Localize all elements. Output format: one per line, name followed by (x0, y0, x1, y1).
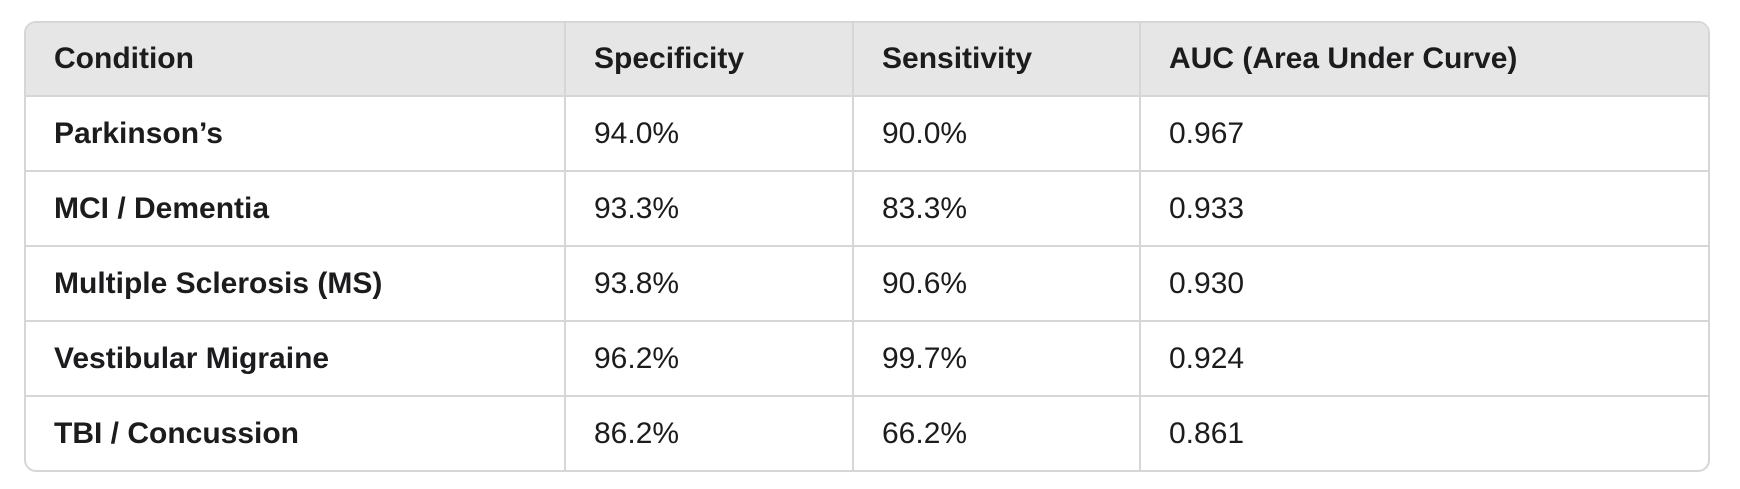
table-row: TBI / Concussion 86.2% 66.2% 0.861 (26, 396, 1708, 470)
cell-specificity: 93.3% (565, 171, 854, 247)
cell-condition: Multiple Sclerosis (MS) (26, 246, 566, 322)
cell-auc: 0.930 (1140, 246, 1708, 322)
cell-sensitivity: 99.7% (853, 321, 1141, 397)
table-row: Multiple Sclerosis (MS) 93.8% 90.6% 0.93… (26, 246, 1708, 322)
cell-condition: MCI / Dementia (26, 171, 566, 247)
table-row: Vestibular Migraine 96.2% 99.7% 0.924 (26, 321, 1708, 397)
cell-specificity: 86.2% (565, 396, 854, 470)
cell-specificity: 93.8% (565, 246, 854, 322)
cell-condition: TBI / Concussion (26, 396, 566, 470)
header-condition: Condition (26, 23, 566, 97)
cell-auc: 0.861 (1169, 417, 1245, 450)
cell-sensitivity: 83.3% (853, 171, 1141, 247)
results-table-container: Condition Specificity Sensitivity AUC (A… (24, 21, 1710, 472)
cell-auc: 0.924 (1140, 321, 1708, 397)
cell-sensitivity: 90.6% (853, 246, 1141, 322)
cell-condition: Vestibular Migraine (26, 321, 566, 397)
cell-sensitivity: 66.2% (853, 396, 1141, 470)
results-table: Condition Specificity Sensitivity AUC (A… (26, 23, 1708, 470)
table-body: Parkinson’s 94.0% 90.0% 0.967 MCI / Deme… (26, 96, 1708, 470)
header-row: Condition Specificity Sensitivity AUC (A… (26, 23, 1708, 97)
table-row: Parkinson’s 94.0% 90.0% 0.967 (26, 96, 1708, 172)
cell-auc: 0.933 (1140, 171, 1708, 247)
header-sensitivity: Sensitivity (853, 23, 1141, 97)
cell-sensitivity: 90.0% (853, 96, 1141, 172)
cell-specificity: 94.0% (565, 96, 854, 172)
cell-specificity: 96.2% (565, 321, 854, 397)
table-header: Condition Specificity Sensitivity AUC (A… (26, 23, 1708, 97)
table-row: MCI / Dementia 93.3% 83.3% 0.933 (26, 171, 1708, 247)
header-auc: AUC (Area Under Curve) (1140, 23, 1708, 97)
cell-auc: 0.967 (1140, 96, 1708, 172)
header-specificity: Specificity (565, 23, 854, 97)
cell-condition: Parkinson’s (26, 96, 566, 172)
